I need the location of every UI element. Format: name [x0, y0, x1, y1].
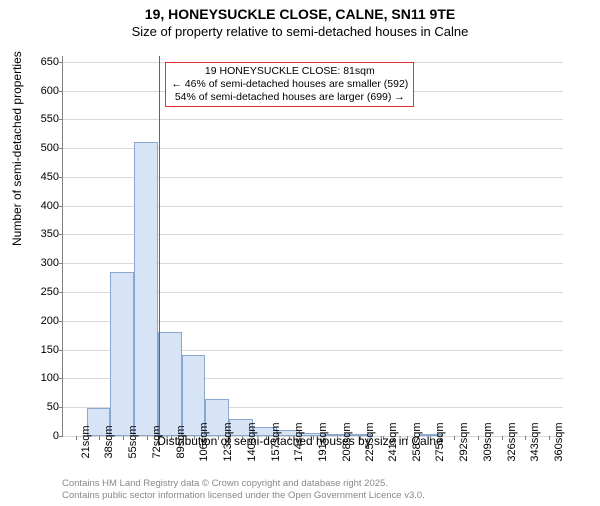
y-tick-label: 50	[19, 401, 59, 413]
y-tick-mark	[59, 119, 63, 120]
footer-line-2: Contains public sector information licen…	[62, 490, 425, 502]
y-tick-mark	[59, 350, 63, 351]
y-tick-mark	[59, 321, 63, 322]
y-tick-label: 450	[19, 171, 59, 183]
y-tick-label: 200	[19, 315, 59, 327]
y-tick-mark	[59, 234, 63, 235]
annotation-line: ← 46% of semi-detached houses are smalle…	[171, 78, 408, 91]
y-tick-mark	[59, 177, 63, 178]
y-tick-mark	[59, 292, 63, 293]
y-tick-label: 350	[19, 228, 59, 240]
y-tick-label: 100	[19, 372, 59, 384]
x-axis-label: Distribution of semi-detached houses by …	[0, 434, 600, 448]
y-tick-label: 150	[19, 344, 59, 356]
histogram-bar	[158, 332, 182, 436]
y-tick-mark	[59, 91, 63, 92]
y-tick-mark	[59, 62, 63, 63]
histogram-bar	[134, 142, 158, 436]
chart-title-main: 19, HONEYSUCKLE CLOSE, CALNE, SN11 9TE	[0, 6, 600, 22]
y-tick-label: 500	[19, 142, 59, 154]
y-tick-label: 650	[19, 56, 59, 68]
y-tick-mark	[59, 148, 63, 149]
y-tick-label: 250	[19, 286, 59, 298]
chart-title-sub: Size of property relative to semi-detach…	[0, 24, 600, 39]
grid-line	[63, 119, 563, 120]
y-tick-label: 550	[19, 113, 59, 125]
y-tick-mark	[59, 263, 63, 264]
y-tick-mark	[59, 378, 63, 379]
annotation-line: 19 HONEYSUCKLE CLOSE: 81sqm	[171, 65, 408, 78]
y-tick-mark	[59, 407, 63, 408]
annotation-box: 19 HONEYSUCKLE CLOSE: 81sqm← 46% of semi…	[165, 62, 414, 107]
reference-line	[159, 56, 160, 436]
footer-attribution: Contains HM Land Registry data © Crown c…	[62, 478, 425, 502]
chart-area: 0501001502002503003504004505005506006502…	[62, 56, 562, 436]
plot-region: 0501001502002503003504004505005506006502…	[62, 56, 563, 437]
footer-line-1: Contains HM Land Registry data © Crown c…	[62, 478, 425, 490]
annotation-line: 54% of semi-detached houses are larger (…	[171, 91, 408, 104]
y-tick-mark	[59, 206, 63, 207]
y-tick-label: 300	[19, 257, 59, 269]
y-tick-label: 600	[19, 85, 59, 97]
y-tick-label: 400	[19, 200, 59, 212]
histogram-bar	[110, 272, 134, 436]
